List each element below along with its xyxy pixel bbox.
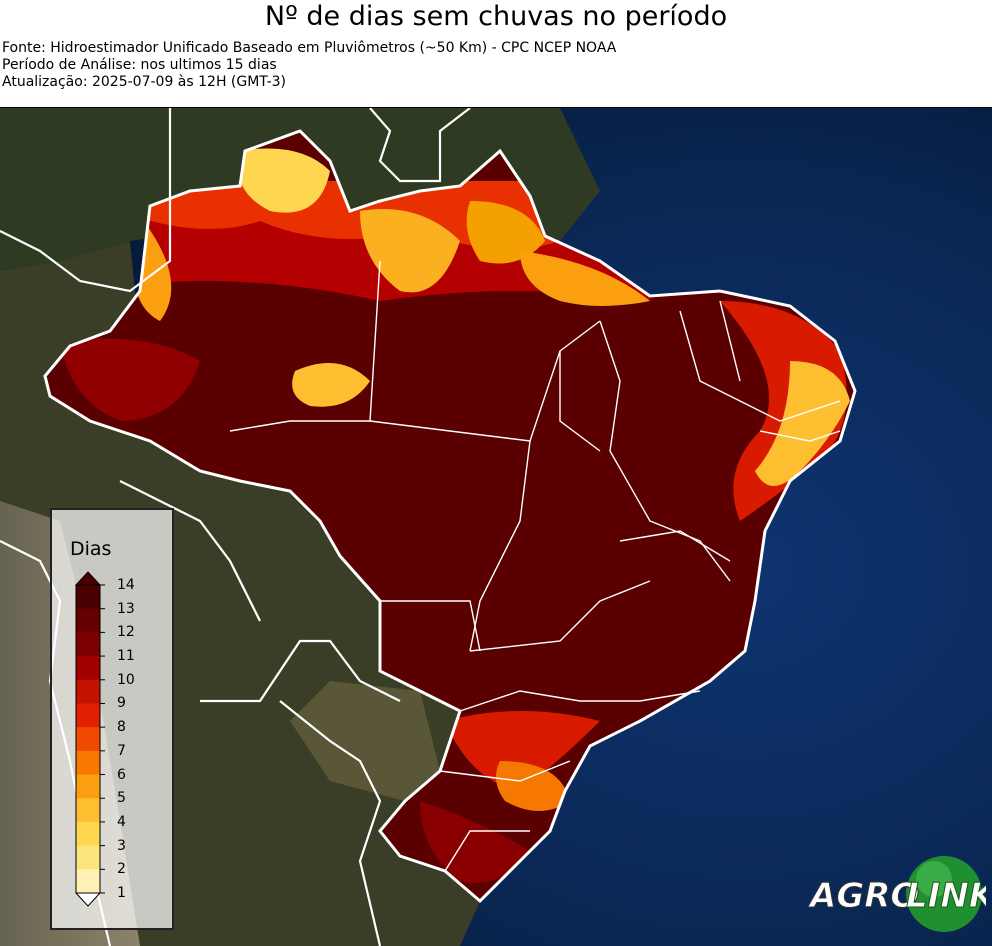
agrolink-logo-graphic: AGRO LINK [807, 856, 992, 932]
update-line: Atualização: 2025-07-09 às 12H (GMT-3) [2, 74, 286, 90]
colorbar-tick-label: 3 [117, 837, 126, 854]
colorbar-segment [76, 656, 100, 681]
country-borders [0, 108, 471, 946]
colorbar-segment [76, 703, 100, 728]
colorbar-tick-label: 5 [117, 790, 126, 807]
colorbar-top-arrow [74, 571, 102, 586]
colorbar-tick-label: 12 [117, 624, 135, 641]
colorbar-tick-label: 6 [117, 766, 126, 783]
colorbar-segment [76, 585, 100, 610]
source-line: Fonte: Hidroestimador Unificado Baseado … [2, 40, 617, 56]
map-panel [0, 107, 992, 946]
legend-title: Dias [70, 538, 112, 560]
colorbar-tick-label: 9 [117, 695, 126, 712]
colorbar-segment [76, 821, 100, 847]
colorbar-frame [75, 584, 101, 894]
colorbar-tick-label: 10 [117, 671, 135, 688]
colorbar [74, 571, 105, 907]
brazil-border [43, 129, 857, 904]
colorbar-segment [76, 750, 100, 776]
map-title: Nº de dias sem chuvas no período [264, 1, 728, 32]
logo-text-right: LINK [906, 876, 986, 916]
colorbar-tick-label: 8 [117, 719, 126, 736]
colorbar-tick-label: 7 [117, 742, 126, 759]
logo-text-left: AGRO [808, 876, 919, 916]
colorbar-tick-label: 13 [117, 600, 135, 617]
colorbar-segment [76, 632, 100, 657]
colorbar-tick-label: 1 [117, 885, 126, 901]
colorbar-tick-label: 4 [117, 813, 126, 830]
brazil-map [0, 108, 992, 946]
colorbar-tick-label: 11 [117, 648, 135, 665]
chaco-region [290, 681, 440, 801]
colorbar-segment [76, 798, 100, 823]
state-borders [229, 260, 841, 872]
colorbar-tick-label: 14 [117, 577, 135, 593]
colorbar-segment [76, 869, 100, 894]
colorbar-segment [76, 727, 100, 752]
legend-panel: Dias 14 13 12 11 10 9 8 7 6 5 4 3 2 1 [50, 508, 174, 930]
colorbar-tick-label: 2 [117, 861, 126, 878]
agrolink-logo: AGRO LINK [807, 855, 992, 933]
period-line: Período de Análise: nos ultimos 15 dias [2, 57, 277, 73]
colorbar-segment [76, 679, 100, 704]
colorbar-segment [76, 774, 100, 799]
colorbar-segment [76, 845, 100, 870]
colorbar-bottom-arrow [74, 892, 102, 907]
colorbar-segment [76, 608, 100, 633]
